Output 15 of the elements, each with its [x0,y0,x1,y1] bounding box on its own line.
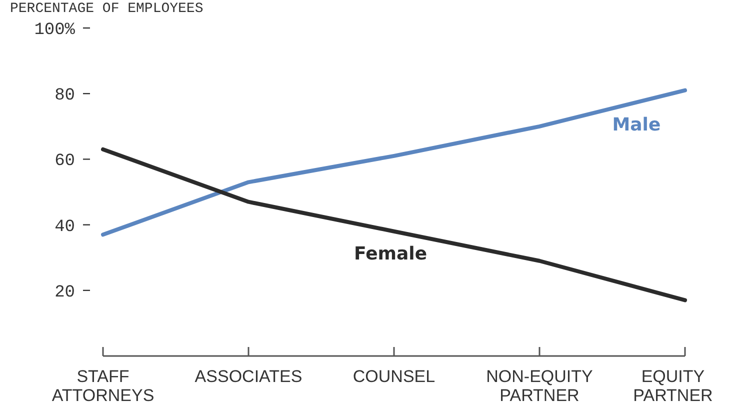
y-tick-label: 20 [54,283,75,302]
x-tick-label: ASSOCIATES [194,367,302,386]
x-tick-label: EQUITY PARTNER [633,367,713,405]
y-axis-title: PERCENTAGE OF EMPLOYEES [10,1,204,17]
x-tick-label: NON-EQUITY PARTNER [486,367,593,405]
x-tick-label: STAFF ATTORNEYS [52,367,154,405]
y-tick-label: 40 [54,218,75,237]
series-label: Male [612,114,661,136]
series-label: Female [354,243,428,264]
y-tick-label: 60 [54,152,75,172]
y-tick-label: 100% [34,20,76,40]
x-tick-label: COUNSEL [352,367,436,386]
line-series [101,88,687,237]
y-tick-label: 80 [54,86,75,106]
line-series [101,147,687,302]
